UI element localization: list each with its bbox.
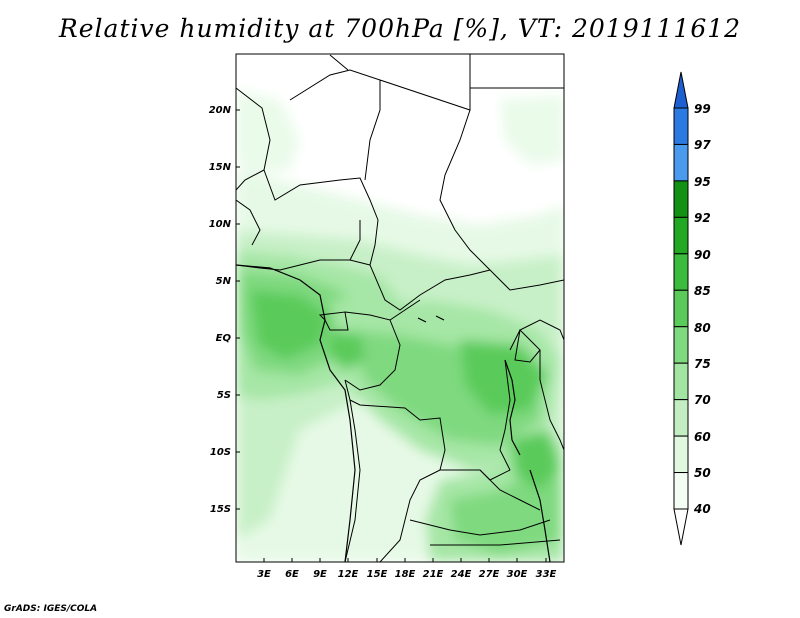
lon-tick-label: 15E bbox=[367, 569, 388, 580]
lon-tick-label: 18E bbox=[395, 569, 416, 580]
lon-tick-label: 12E bbox=[338, 569, 359, 580]
colorbar-label: 85 bbox=[694, 284, 711, 298]
colorbar-label: 95 bbox=[694, 175, 711, 189]
colorbar-label: 50 bbox=[694, 466, 711, 480]
lat-tick-label: EQ bbox=[216, 333, 232, 344]
lon-tick-label: 30E bbox=[507, 569, 528, 580]
colorbar-label: 80 bbox=[694, 321, 711, 335]
lon-tick-label: 21E bbox=[423, 569, 444, 580]
lon-tick-label: 6E bbox=[285, 569, 299, 580]
colorbar-cell bbox=[673, 289, 689, 328]
colorbar-cell bbox=[673, 326, 689, 364]
colorbar-label: 99 bbox=[694, 102, 711, 116]
colorbar-cell bbox=[673, 216, 689, 255]
lon-tick-label: 9E bbox=[313, 569, 327, 580]
colorbar-label: 70 bbox=[694, 393, 711, 407]
map-frame bbox=[235, 53, 565, 563]
colorbar-cell bbox=[673, 435, 689, 474]
longitude-axis: 3E 6E 9E 12E 15E 18E 21E 24E 27E 30E 33E bbox=[257, 569, 556, 580]
colorbar-label: 40 bbox=[693, 502, 711, 516]
colorbar-cell bbox=[673, 253, 689, 291]
colorbar-cell bbox=[673, 180, 689, 218]
colorbar-cell bbox=[673, 107, 689, 145]
humidity-field bbox=[236, 54, 564, 562]
lon-tick-label: 3E bbox=[257, 569, 271, 580]
lat-tick-label: 10S bbox=[210, 447, 231, 458]
lat-tick-label: 5N bbox=[216, 276, 232, 287]
axis-ticks bbox=[236, 109, 547, 562]
coastline bbox=[236, 264, 551, 562]
lat-tick-label: 15N bbox=[209, 162, 232, 173]
country-borders bbox=[236, 54, 564, 562]
colorbar-cell bbox=[673, 362, 689, 401]
map-title: Relative humidity at 700hPa [%], VT: 201… bbox=[58, 14, 742, 43]
colorbar-label: 90 bbox=[694, 248, 711, 262]
lon-tick-label: 24E bbox=[451, 569, 472, 580]
colorbar-bottom-arrow bbox=[673, 508, 689, 546]
colorbar-label: 92 bbox=[694, 211, 711, 225]
lat-tick-label: 5S bbox=[217, 390, 231, 401]
credit-text: GrADS: IGES/COLA bbox=[4, 604, 98, 614]
lat-tick-label: 10N bbox=[209, 219, 232, 230]
lon-tick-label: 33E bbox=[536, 569, 557, 580]
colorbar-cell bbox=[673, 399, 689, 437]
lon-tick-label: 27E bbox=[479, 569, 500, 580]
lat-tick-label: 20N bbox=[209, 105, 232, 116]
latitude-axis: 20N 15N 10N 5N EQ 5S 10S 15S bbox=[209, 105, 232, 515]
colorbar-cell bbox=[673, 472, 689, 510]
lat-tick-label: 15S bbox=[210, 504, 231, 515]
colorbar-label: 75 bbox=[694, 357, 711, 371]
colorbar-label: 97 bbox=[694, 138, 711, 152]
colorbar-top-arrow bbox=[673, 71, 689, 109]
colorbar: 99 97 95 92 90 85 80 75 70 60 50 40 bbox=[673, 71, 711, 546]
colorbar-label: 60 bbox=[694, 430, 711, 444]
colorbar-cell bbox=[673, 143, 689, 182]
